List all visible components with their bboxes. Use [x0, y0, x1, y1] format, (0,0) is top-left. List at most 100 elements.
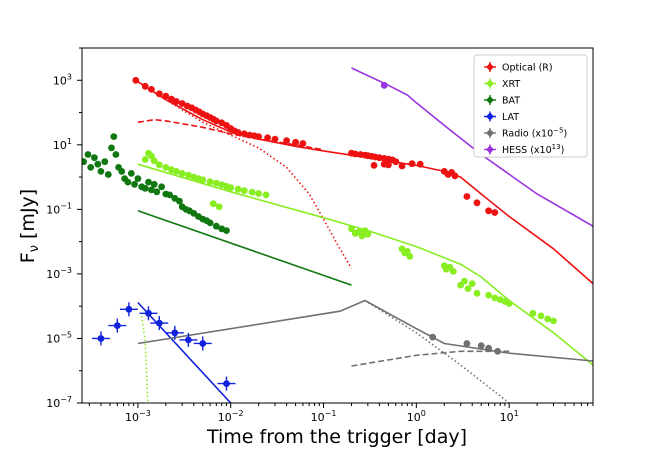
- data-point-s1-51: [544, 315, 552, 323]
- x-tick-label-3: 100: [407, 409, 426, 424]
- data-point-s4-0: [429, 333, 437, 341]
- x-tick-label-1: 10−2: [218, 409, 244, 424]
- legend-entry-0: Optical (R): [484, 62, 553, 74]
- data-point-s1-23: [209, 200, 217, 208]
- model-curve-8: [364, 299, 510, 403]
- svg-text:LAT: LAT: [502, 112, 519, 123]
- svg-text:HESS (x1013): HESS (x1013): [502, 143, 564, 156]
- y-tick-label-2: 10−3: [46, 266, 72, 281]
- data-point-s1-20: [248, 188, 256, 196]
- data-point-s0-53: [463, 193, 471, 200]
- plot-frame: [81, 47, 594, 404]
- model-curve-5: [137, 210, 352, 286]
- data-point-s0-56: [491, 209, 499, 216]
- data-point-s3-7: [193, 336, 212, 351]
- data-point-s1-3: [150, 157, 158, 165]
- y-axis-title-main: F: [17, 252, 39, 263]
- data-point-s4-1: [463, 340, 471, 347]
- data-point-s0-26: [264, 134, 271, 142]
- model-curve-2: [137, 118, 324, 151]
- data-point-s2-17: [134, 175, 142, 183]
- model-curve-3: [137, 163, 593, 366]
- data-point-s0-22: [240, 130, 248, 138]
- data-point-s2-23: [153, 188, 161, 196]
- data-point-s2-0: [82, 158, 87, 166]
- model-curves: [137, 67, 593, 403]
- legend-box: [473, 54, 588, 158]
- data-point-s1-18: [234, 185, 242, 193]
- data-point-s2-19: [141, 184, 149, 192]
- model-curve-6: [137, 301, 232, 403]
- data-point-s1-52: [550, 317, 557, 325]
- svg-text:Radio (x10−5): Radio (x10−5): [502, 127, 567, 140]
- data-point-s1-9: [185, 171, 192, 179]
- data-point-s2-1: [84, 151, 92, 158]
- data-point-s2-5: [97, 168, 105, 175]
- data-point-s1-12: [199, 176, 207, 184]
- legend-entry-5: HESS (x1013): [484, 143, 564, 156]
- data-point-s1-45: [491, 294, 499, 302]
- data-point-s0-42: [370, 162, 378, 169]
- y-tick-label-0: 10−7: [46, 395, 72, 410]
- data-point-s2-26: [166, 191, 174, 199]
- data-point-s0-44: [385, 161, 392, 169]
- data-point-s2-39: [223, 227, 230, 235]
- y-tick-label-1: 10−5: [46, 330, 72, 345]
- data-point-s4-2: [477, 342, 485, 349]
- data-point-s1-49: [529, 309, 537, 317]
- data-point-s0-29: [292, 138, 299, 146]
- x-tick-label-0: 10−3: [125, 409, 151, 424]
- data-point-s1-30: [364, 230, 372, 238]
- data-point-s0-0: [132, 76, 140, 84]
- model-curve-10: [351, 67, 593, 227]
- data-point-s3-2: [119, 302, 138, 317]
- data-point-s4-3: [485, 344, 492, 352]
- data-point-s1-40: [461, 277, 468, 285]
- data-point-s0-21: [234, 129, 242, 136]
- y-axis-title: Fν [mJy]: [17, 189, 42, 263]
- data-point-s2-22: [150, 180, 158, 188]
- data-point-s4-4: [494, 347, 501, 355]
- data-point-s3-1: [108, 318, 127, 333]
- data-point-s0-52: [451, 172, 459, 180]
- model-curve-1: [137, 81, 353, 269]
- data-point-s1-44: [485, 291, 492, 299]
- data-point-s1-19: [240, 187, 248, 195]
- y-tick-label-3: 10−1: [46, 201, 72, 216]
- data-point-s0-32: [351, 150, 359, 158]
- data-point-s3-4: [150, 316, 169, 331]
- data-point-s2-2: [87, 164, 95, 171]
- data-point-s1-43: [473, 289, 481, 297]
- data-point-s1-21: [255, 190, 262, 197]
- y-axis-title-subscript: ν: [27, 245, 42, 252]
- data-point-s1-7: [173, 168, 180, 175]
- data-point-s1-48: [505, 300, 513, 307]
- data-point-s1-14: [212, 179, 220, 187]
- data-point-s1-22: [262, 191, 270, 199]
- data-point-s0-16: [212, 117, 220, 125]
- model-curve-4: [140, 315, 149, 403]
- data-point-s3-3: [139, 306, 158, 321]
- data-point-s0-3: [155, 90, 163, 98]
- x-axis-title: Time from the trigger [day]: [206, 426, 467, 448]
- data-point-s0-55: [485, 207, 492, 215]
- data-point-s2-8: [108, 144, 115, 152]
- data-point-s1-42: [468, 280, 476, 287]
- data-point-s0-4: [162, 92, 170, 100]
- data-point-s1-50: [537, 312, 545, 320]
- data-point-s2-15: [127, 170, 135, 177]
- x-tick-label-2: 10−1: [311, 409, 337, 424]
- data-point-s1-24: [215, 203, 223, 211]
- data-point-s2-24: [158, 183, 166, 191]
- legend: Optical (R) XRT BAT LAT Radio (x10−5) HESS (x…: [473, 54, 588, 158]
- data-point-s1-4: [155, 161, 163, 169]
- data-point-s1-38: [449, 268, 457, 275]
- legend-entry-3: LAT: [484, 111, 519, 123]
- data-point-s0-46: [398, 162, 406, 170]
- x-tick-label-4: 101: [500, 409, 519, 424]
- data-point-s2-9: [110, 133, 118, 141]
- y-axis-title-unit: [mJy]: [17, 189, 39, 245]
- data-point-s1-8: [178, 170, 186, 177]
- data-point-s2-6: [101, 158, 109, 166]
- svg-text:BAT: BAT: [502, 96, 520, 107]
